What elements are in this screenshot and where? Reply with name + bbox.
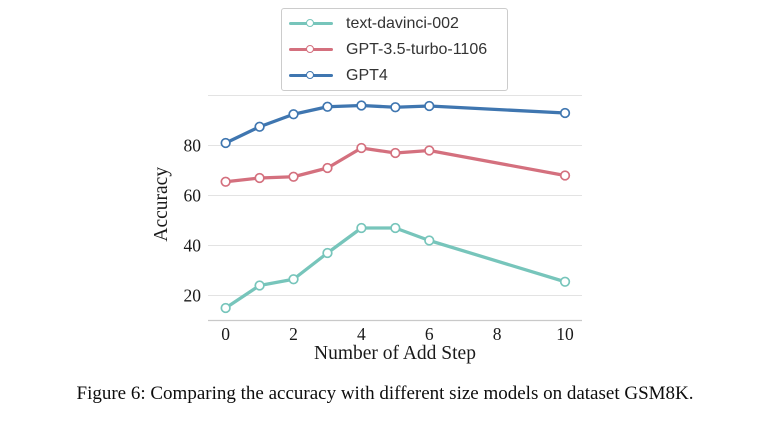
- data-point-text-davinci-002-x1: [254, 280, 265, 291]
- data-point-GPT4-x3: [322, 101, 333, 112]
- y-tick-label-60: 60: [184, 186, 202, 206]
- y-tick-label-80: 80: [184, 136, 202, 156]
- legend-marker-icon: [289, 18, 333, 29]
- y-axis-label: Accuracy: [151, 167, 172, 242]
- y-tick-label-40: 40: [184, 236, 202, 256]
- series-line-GPT-3.5-turbo-1106: [223, 146, 567, 184]
- x-tick-label-4: 4: [357, 324, 366, 344]
- legend-label: GPT4: [346, 66, 388, 84]
- chart-legend: text-davinci-002 GPT-3.5-turbo-1106 GPT4: [281, 8, 508, 91]
- data-point-GPT-3.5-turbo-1106-x10: [559, 170, 571, 181]
- data-point-GPT4-x1: [254, 121, 265, 132]
- legend-item-GPT4: GPT4: [289, 63, 507, 89]
- data-point-GPT-3.5-turbo-1106-x0: [220, 176, 231, 187]
- data-point-text-davinci-002-x4: [356, 222, 367, 234]
- data-point-GPT4-x2: [288, 109, 299, 120]
- data-point-GPT-3.5-turbo-1106-x2: [288, 171, 299, 182]
- series-line-text-davinci-002: [223, 226, 567, 310]
- x-tick-label-8: 8: [493, 324, 502, 344]
- x-tick-label-2: 2: [289, 324, 298, 344]
- data-point-text-davinci-002-x3: [322, 247, 333, 259]
- data-point-GPT4-x5: [390, 102, 401, 113]
- legend-marker-icon: [289, 44, 333, 55]
- figure-caption: Figure 6: Comparing the accuracy with di…: [76, 383, 694, 404]
- data-point-text-davinci-002-x2: [288, 274, 299, 285]
- data-point-GPT-3.5-turbo-1106-x5: [390, 147, 401, 159]
- legend-item-text-davinci-002: text-davinci-002: [289, 11, 507, 37]
- legend-label: text-davinci-002: [346, 14, 459, 32]
- data-point-text-davinci-002-x6: [424, 235, 435, 246]
- x-axis-label: Number of Add Step: [314, 343, 476, 364]
- data-point-GPT4-x6: [424, 100, 435, 112]
- x-tick-label-0: 0: [221, 324, 230, 344]
- data-point-GPT4-x4: [356, 100, 367, 111]
- data-point-GPT-3.5-turbo-1106-x3: [322, 162, 333, 174]
- data-point-text-davinci-002-x10: [559, 276, 571, 287]
- data-point-GPT4-x0: [220, 137, 231, 149]
- data-point-GPT4-x10: [559, 107, 571, 119]
- legend-label: GPT-3.5-turbo-1106: [346, 40, 488, 58]
- data-point-GPT-3.5-turbo-1106-x4: [356, 142, 367, 154]
- x-tick-label-6: 6: [425, 324, 434, 344]
- legend-marker-icon: [289, 70, 333, 81]
- chart-area: 0 2 4 6 8 10 20 40 60 80 Number of Add Step Accurac…: [151, 8, 582, 364]
- data-point-GPT-3.5-turbo-1106-x1: [254, 172, 265, 184]
- line-chart: 0 2 4 6 8 10 20 40 60 80 Number of Add Step Accurac…: [151, 95, 582, 364]
- legend-item-GPT-3.5-turbo-1106: GPT-3.5-turbo-1106: [289, 37, 507, 63]
- data-point-text-davinci-002-x5: [390, 222, 401, 234]
- data-point-GPT-3.5-turbo-1106-x6: [424, 145, 435, 156]
- y-tick-label-20: 20: [184, 286, 202, 306]
- x-tick-label-10: 10: [556, 324, 574, 344]
- series-line-GPT4: [223, 103, 567, 145]
- data-point-text-davinci-002-x0: [220, 302, 231, 314]
